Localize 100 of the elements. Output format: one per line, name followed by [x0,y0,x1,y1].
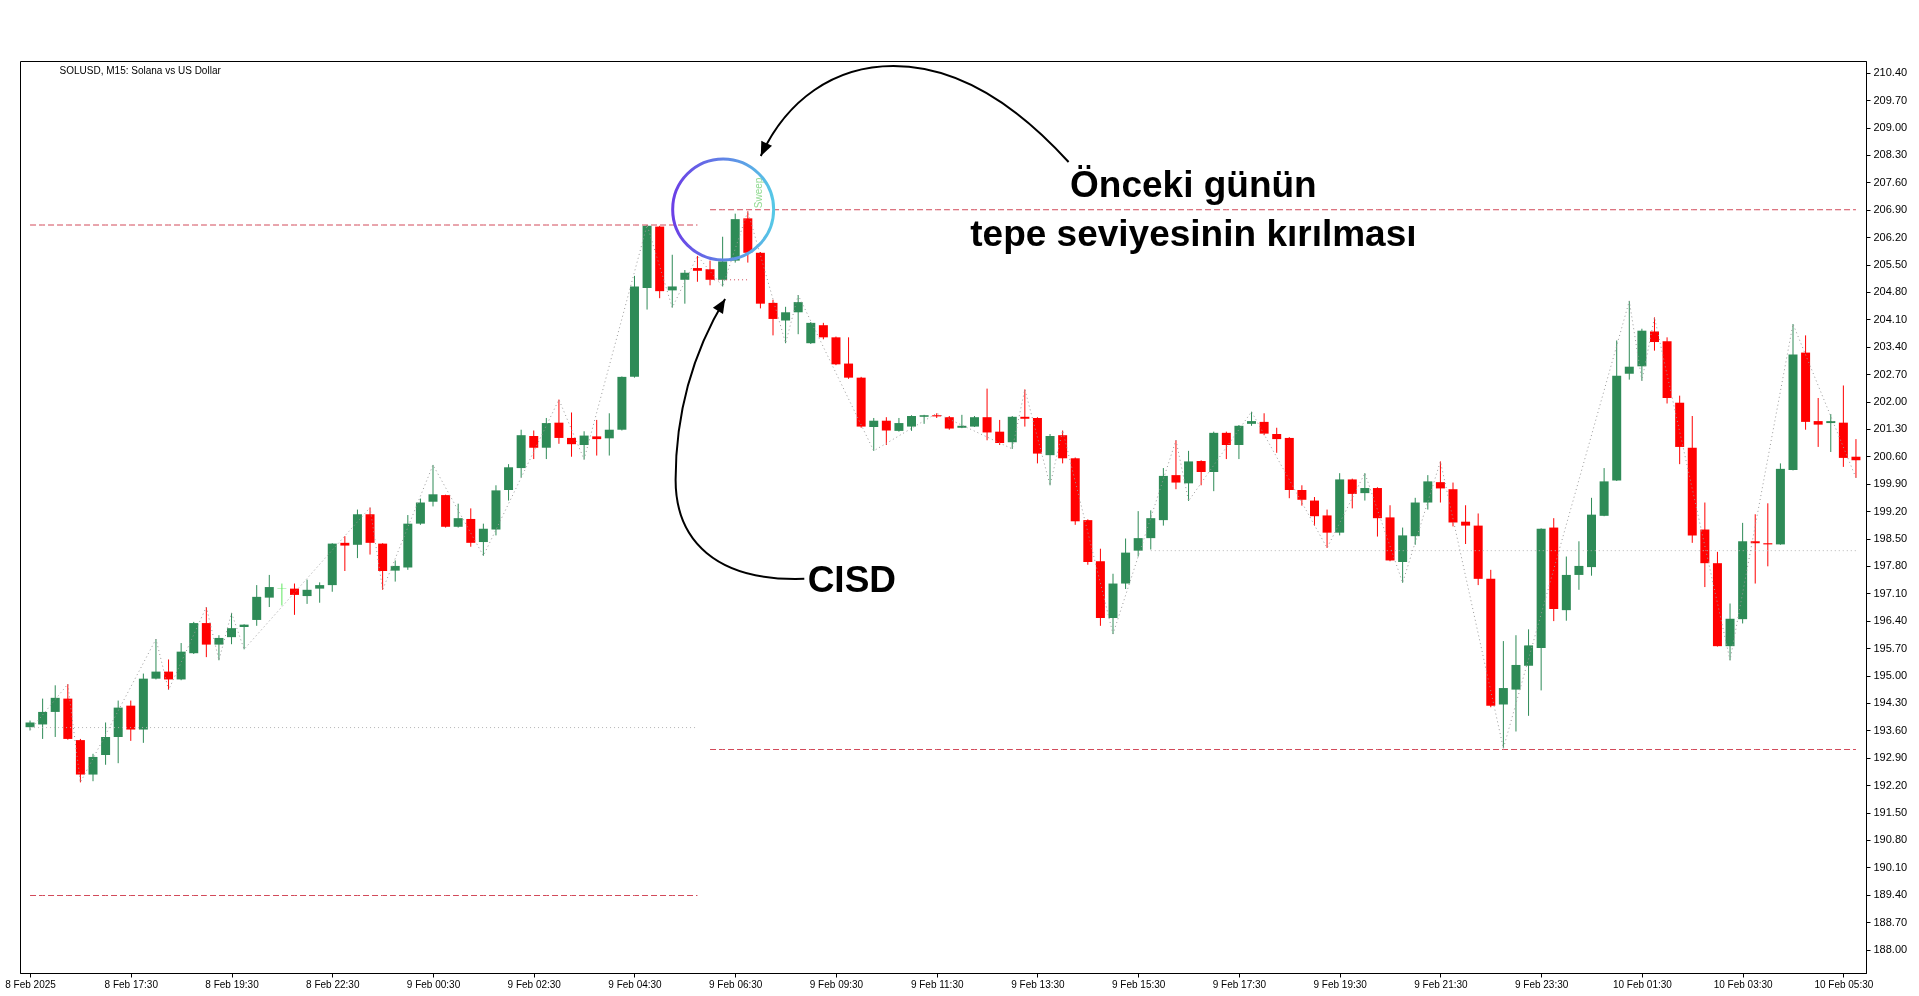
candlestick [718,236,728,287]
candlestick [1146,509,1156,550]
y-tick-label: 200.60 [1873,449,1908,462]
candlestick [554,399,564,445]
candlestick [1649,316,1659,352]
candlestick [315,581,325,604]
candlestick [529,430,539,460]
candlestick [415,498,425,526]
candlestick [1435,460,1445,504]
candlestick [1196,459,1206,486]
y-tick-label: 207.60 [1873,175,1908,188]
candlestick [151,638,161,680]
candlestick [50,684,60,738]
candlestick [667,254,677,309]
candlestick [478,523,488,557]
candlestick [1624,300,1634,381]
candlestick [1234,424,1244,460]
x-tick-label: 10 Feb 01:30 [1612,978,1673,990]
candlestick [982,388,992,441]
candlestick [289,583,299,616]
candlestick [1221,431,1231,460]
candlestick [957,414,967,429]
x-tick-label: 9 Feb 17:30 [1212,978,1267,990]
candlestick [692,255,702,283]
candlestick [567,411,577,458]
x-tick-label: 9 Feb 15:30 [1112,978,1166,990]
y-tick-label: 210.40 [1873,66,1908,79]
y-tick-label: 208.30 [1873,148,1908,161]
y-tick-label: 201.30 [1873,422,1908,435]
candlestick [1524,628,1534,717]
x-tick-label: 9 Feb 19:30 [1313,978,1368,990]
candlestick [252,584,262,627]
y-tick-label: 192.20 [1873,778,1908,791]
y-tick-label: 188.00 [1873,943,1908,956]
chart-title: SOLUSD, M15: Solana vs US Dollar [59,65,222,76]
x-tick-label: 9 Feb 00:30 [406,978,461,990]
candlestick [101,721,111,766]
candlestick [1423,474,1433,511]
annotation: Önceki günün tepe seviyesinin kırılması [970,163,1417,254]
x-tick-label: 9 Feb 11:30 [910,978,964,990]
y-tick-label: 204.80 [1873,285,1908,298]
y-tick-label: 206.20 [1873,230,1908,243]
candlestick [1347,478,1357,509]
candlestick [768,299,778,336]
candlestick [201,606,211,658]
candlestick [680,269,690,305]
y-tick-label: 190.10 [1873,860,1908,873]
x-tick-label: 9 Feb 23:30 [1514,978,1569,990]
y-tick-label: 205.50 [1873,258,1908,271]
y-tick-label: 203.40 [1873,340,1908,353]
candlestick [793,294,803,335]
x-tick-label: 8 Feb 22:30 [306,978,360,990]
y-tick-label: 190.80 [1873,833,1908,846]
candlestick [1058,430,1068,464]
candlestick [881,416,891,446]
candlestick [1297,484,1307,507]
candlestick [1360,472,1370,502]
y-tick-label: 204.10 [1873,312,1908,325]
candlestick [428,464,438,507]
candlestick [1498,640,1508,749]
candlestick [919,414,929,425]
y-tick-label: 209.70 [1873,93,1908,106]
candlestick [579,430,589,460]
y-tick-label: 192.90 [1873,751,1908,764]
candlestick [1461,504,1471,545]
candlestick [1272,427,1282,454]
y-tick-label: 206.90 [1873,203,1908,216]
candlestick [466,507,476,548]
x-tick-label: 9 Feb 02:30 [507,978,562,990]
candlestick [844,336,854,380]
x-tick-label: 10 Feb 05:30 [1814,978,1874,990]
x-tick-label: 9 Feb 04:30 [608,978,663,990]
y-tick-label: 199.20 [1873,504,1908,517]
y-tick-label: 202.00 [1873,395,1908,408]
y-tick-label: 197.80 [1873,559,1908,572]
x-tick-label: 9 Feb 13:30 [1011,978,1066,990]
annotation: Sweep [752,177,764,209]
candlestick [38,698,48,740]
candlestick [340,535,350,572]
candlestick [705,260,715,286]
candlestick [1309,496,1319,527]
y-tick-label: 198.50 [1873,532,1908,545]
y-tick-label: 191.50 [1873,806,1908,819]
candlestick [806,321,816,345]
line-series [29,210,1857,783]
candlestick [1171,439,1181,490]
candlestick [126,700,136,742]
candlestick [869,417,879,452]
y-tick-label: 202.70 [1873,367,1908,380]
candlestick [1322,509,1332,549]
candlestick [1574,540,1584,591]
candlestick [88,753,98,782]
y-tick-label: 193.60 [1873,723,1908,736]
candlestick [277,583,287,606]
y-tick-label: 188.70 [1873,915,1908,928]
y-tick-label: 195.70 [1873,641,1908,654]
x-tick-label: 8 Feb 17:30 [104,978,159,990]
annotation: CISD [807,558,897,600]
candlestick [227,612,237,645]
y-tick-label: 194.30 [1873,696,1908,709]
